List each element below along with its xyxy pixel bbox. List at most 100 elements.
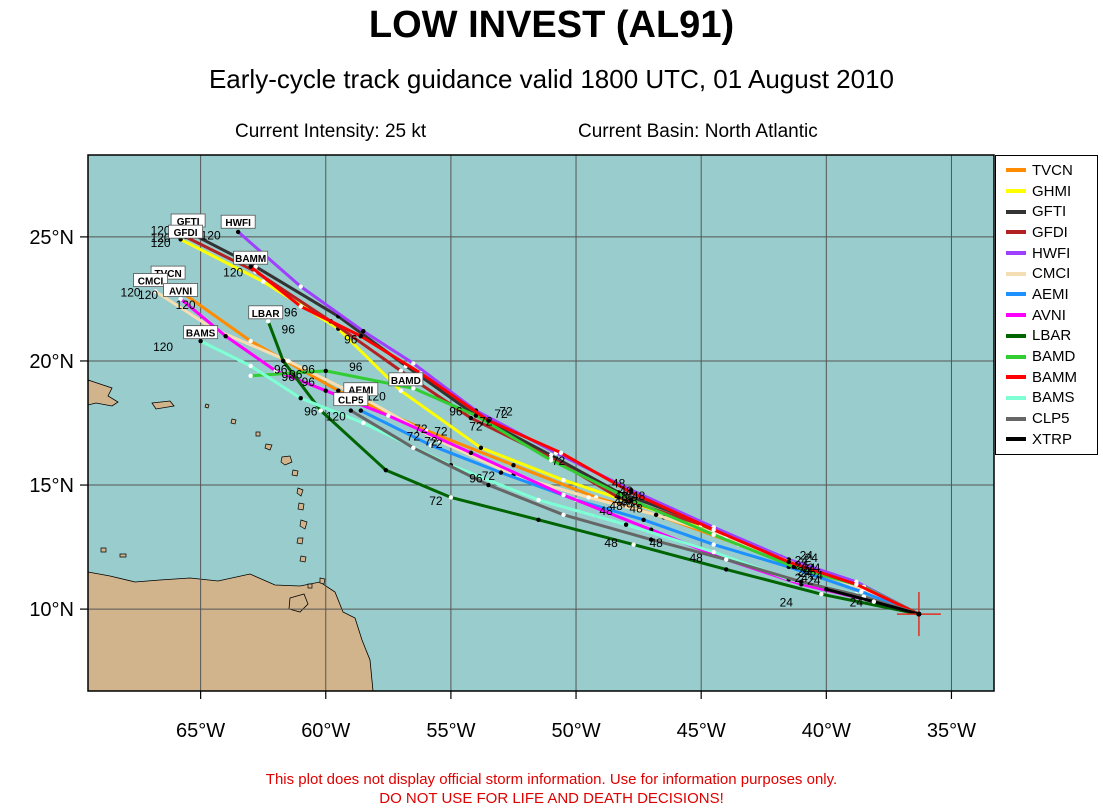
model-tag-text: CLP5 (338, 396, 364, 407)
track-point (265, 319, 271, 324)
forecast-hour-label: 120 (326, 410, 346, 424)
track-point (323, 368, 328, 374)
track-point (711, 542, 716, 547)
track-point (248, 338, 253, 344)
forecast-hour-label: 24 (800, 548, 814, 562)
legend-swatch (1006, 416, 1026, 421)
land-greater-antilles (88, 379, 119, 407)
model-tag-bamd: BAMD (388, 372, 424, 387)
lon-tick-label: 50°W (551, 720, 600, 742)
forecast-hour-label: 72 (499, 405, 513, 419)
forecast-hour-label: 96 (282, 323, 296, 337)
track-point (486, 418, 491, 423)
legend-swatch (1006, 251, 1026, 256)
page-subtitle: Early-cycle track guidance valid 1800 UT… (208, 64, 895, 94)
model-tag-box (233, 250, 269, 265)
track-point (260, 279, 266, 284)
track-point (824, 587, 829, 592)
forecast-hour-label: 96 (449, 405, 463, 419)
track-point (298, 395, 303, 401)
legend-label: GFTI (1032, 203, 1067, 221)
track-lbar (266, 320, 920, 616)
forecast-hour-label: 48 (614, 489, 628, 503)
track-point (336, 388, 341, 393)
track-bamd (250, 369, 920, 616)
track-point (198, 338, 203, 344)
model-tag-text: AEMI (348, 386, 373, 397)
forecast-hour-label: 96 (304, 405, 318, 419)
model-tag-gfdi: GFDI (168, 224, 204, 239)
legend-item-lbar: LBAR (996, 326, 1097, 347)
legend-swatch (1006, 292, 1026, 297)
track-point (386, 413, 391, 418)
track-point (724, 567, 729, 572)
forecast-hour-label: 96 (469, 472, 483, 486)
forecast-hour-label: 72 (479, 414, 493, 428)
track-point (358, 333, 364, 339)
storm-position-marker (896, 592, 941, 637)
forecast-hour-label: 72 (469, 419, 483, 433)
legend-label: XTRP (1032, 430, 1073, 448)
track-point (628, 490, 634, 495)
forecast-hour-label: 24 (807, 561, 821, 575)
legend-item-bamm: BAMM (996, 367, 1097, 388)
forecast-hour-label: 120 (153, 340, 173, 354)
track-point (468, 415, 474, 421)
track-point (628, 497, 634, 503)
legend-label: CMCI (1032, 265, 1071, 283)
track-point (473, 413, 479, 418)
model-tracks (153, 229, 922, 617)
model-tag-box (248, 305, 284, 320)
model-tag-box (133, 273, 168, 287)
forecast-hour-label: 72 (429, 437, 443, 451)
lon-tick-label: 55°W (426, 720, 475, 742)
model-tag-gfti: GFTI (170, 213, 206, 228)
forecast-hour-label: 96 (344, 333, 358, 347)
track-point (486, 482, 491, 488)
forecast-hour-label: 48 (604, 536, 618, 550)
track-point (468, 450, 474, 455)
land-layer (88, 379, 374, 691)
track-point (361, 328, 366, 334)
forecast-hour-label: 120 (223, 266, 243, 280)
model-tag-box (388, 372, 424, 387)
forecast-hour-label: 120 (138, 288, 158, 302)
forecast-hour-label: 24 (797, 565, 811, 579)
model-tag-text: GFDI (174, 228, 198, 239)
lon-tick-label: 45°W (677, 720, 726, 742)
model-tag-cmci: CMCI (133, 273, 168, 288)
track-point (273, 368, 278, 374)
model-tag-text: AVNI (169, 286, 192, 297)
legend-label: CLP5 (1032, 410, 1070, 428)
forecast-hour-label: 72 (482, 469, 496, 483)
model-tag-text: CMCI (138, 277, 164, 288)
track-point (448, 495, 454, 500)
model-tag-box (333, 392, 369, 407)
map-gridlines (88, 155, 994, 691)
legend-item-xtrp: XTRP (996, 429, 1097, 450)
model-tag-hwfi: HWFI (220, 214, 256, 229)
track-point (819, 592, 824, 597)
track-point (286, 358, 291, 364)
track-point (631, 542, 636, 547)
legend-label: BAMM (1032, 368, 1077, 386)
forecast-hour-label: 24 (795, 558, 809, 572)
model-tag-box (168, 224, 204, 239)
forecast-hour-label: 72 (434, 424, 448, 438)
forecast-hour-label: 24 (850, 596, 864, 610)
track-point (411, 445, 416, 451)
track-point (498, 470, 504, 475)
model-tag-bamm: BAMM (233, 250, 269, 265)
forecast-hour-label: 120 (201, 228, 221, 242)
track-point (536, 497, 541, 503)
lon-tick-label: 60°W (301, 720, 350, 742)
track-point (561, 512, 566, 518)
legend-swatch (1006, 437, 1026, 442)
forecast-hour-labels: 2448729612024487296120244872961202448729… (121, 223, 864, 609)
legend-item-bams: BAMS (996, 388, 1097, 409)
legend-label: LBAR (1032, 327, 1072, 345)
lat-tick-label: 25°N (29, 227, 74, 249)
legend-item-ghmi: GHMI (996, 181, 1097, 202)
